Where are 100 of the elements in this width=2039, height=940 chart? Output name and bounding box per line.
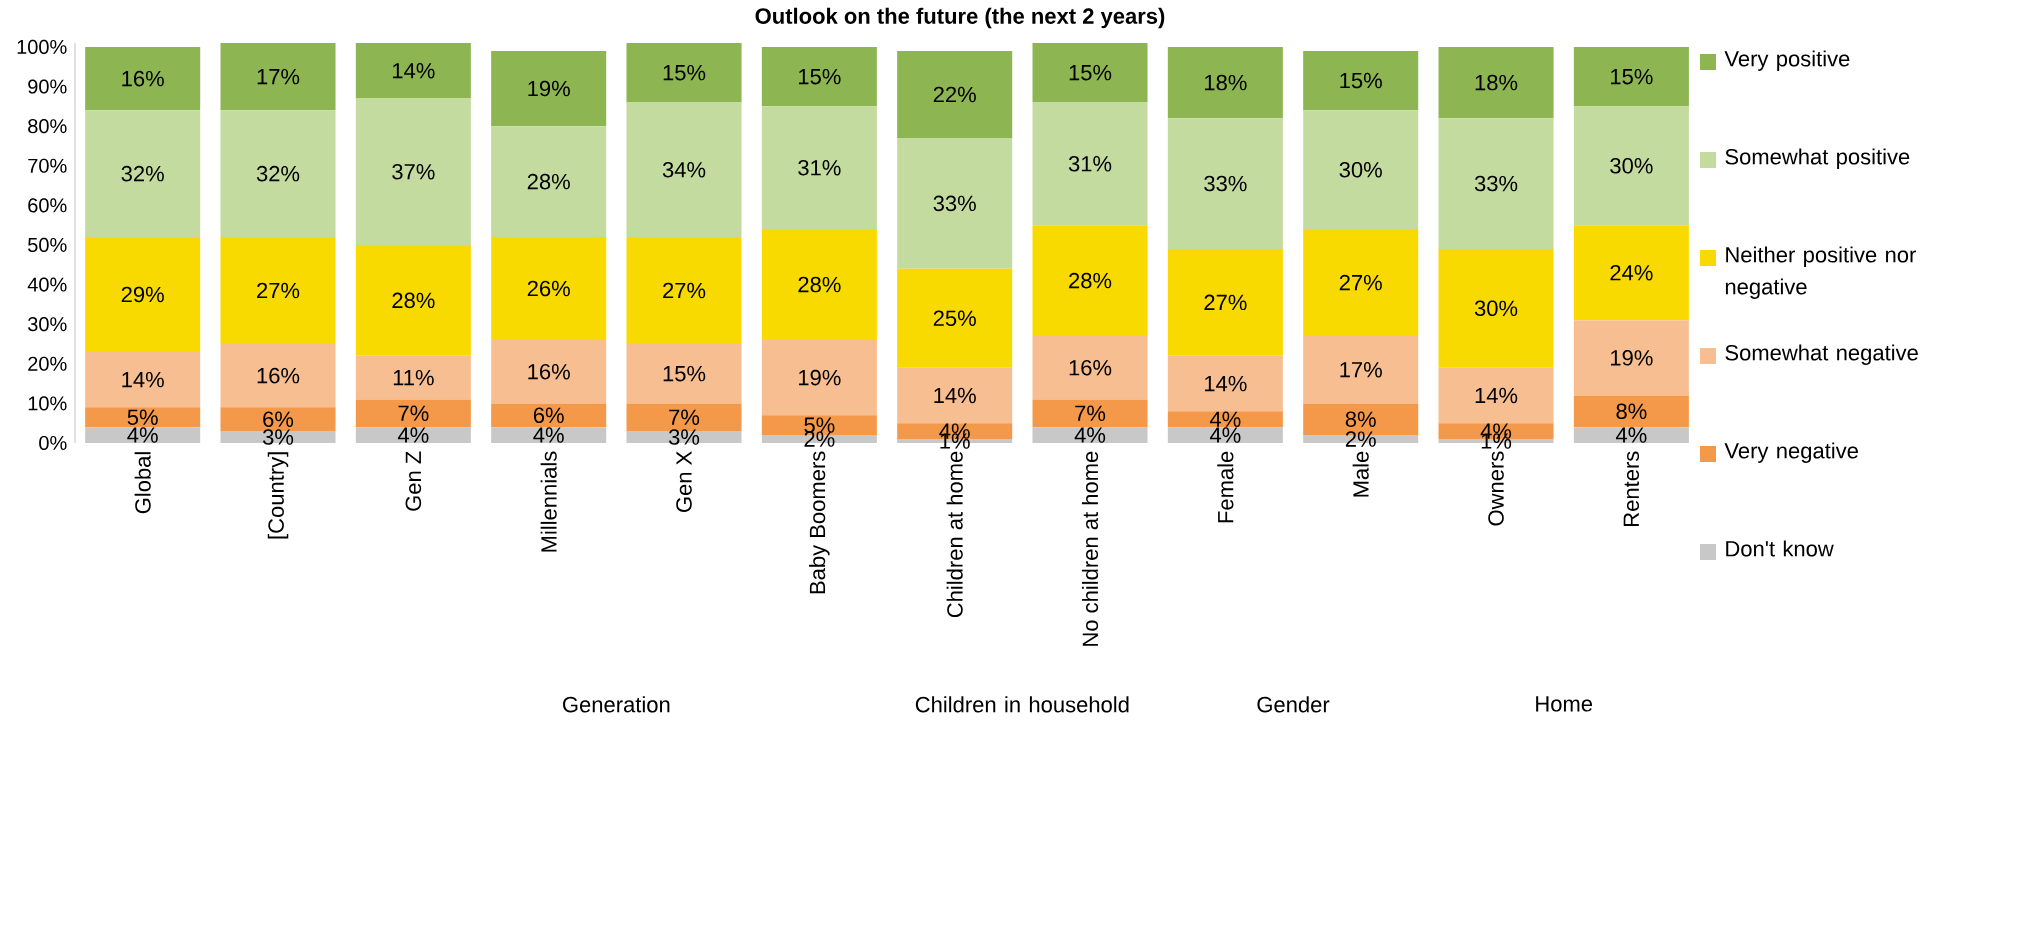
x-tick-label: Male [1352, 451, 1369, 497]
x-tick-label: Renters [1623, 451, 1640, 526]
data-label: 15% [1069, 64, 1112, 81]
bar [1167, 248, 1283, 356]
data-label: 14% [1475, 387, 1518, 404]
data-label: 17% [257, 68, 300, 85]
data-label: 19% [799, 369, 841, 386]
bar [1167, 46, 1283, 119]
data-label: 15% [663, 365, 706, 382]
bar [355, 427, 471, 443]
data-label: 28% [392, 292, 435, 309]
bar [761, 340, 877, 416]
bar [1438, 118, 1554, 249]
text: Generation [563, 696, 670, 713]
data-label: 16% [528, 363, 570, 380]
data-label: 27% [1204, 294, 1247, 311]
y-tick-label: 50% [28, 237, 67, 253]
bar [220, 343, 336, 408]
bar [1573, 395, 1689, 428]
bar [1032, 399, 1148, 428]
bar [1573, 427, 1689, 443]
data-label: 8% [1616, 403, 1647, 420]
data-label: 31% [1068, 155, 1112, 172]
data-label: 31% [798, 159, 841, 176]
data-label: 28% [527, 173, 570, 190]
data-label: 16% [122, 70, 164, 87]
x-tick-label: [Country] [267, 452, 289, 539]
legend-label: Neither positive nor negative [1725, 246, 1916, 299]
data-label: 6% [263, 411, 294, 427]
text: Children in household [915, 696, 1129, 713]
bar [355, 98, 471, 245]
bar [85, 427, 201, 443]
data-label: 30% [1339, 161, 1382, 178]
bar [220, 237, 336, 344]
data-label: 4% [397, 427, 429, 443]
bar [85, 351, 201, 408]
data-label: 7% [1075, 405, 1106, 421]
data-label: 19% [1611, 350, 1653, 366]
bar [220, 110, 336, 238]
data-label: 15% [1611, 68, 1653, 85]
data-label: 18% [1475, 74, 1518, 91]
bar [1438, 367, 1554, 424]
data-label: 15% [799, 68, 841, 85]
chart-title: Outlook on the future (the next 2 years) [755, 7, 1165, 29]
bar [626, 237, 742, 344]
data-label: 14% [1205, 375, 1247, 392]
data-label: 4% [1209, 411, 1241, 427]
data-label: 30% [1474, 300, 1518, 317]
bar [1573, 225, 1689, 321]
bar [1438, 46, 1554, 119]
y-tick-label: 10% [28, 396, 67, 411]
legend-label: Somewhat negative [1725, 344, 1918, 365]
x-tick-label: Female [1217, 451, 1234, 523]
legend-label: Very positive [1724, 50, 1850, 71]
bar [1303, 50, 1419, 111]
data-label: 25% [933, 310, 976, 327]
bar [626, 102, 742, 238]
bar [491, 126, 607, 238]
data-label: 4% [127, 427, 158, 443]
data-label: 33% [1474, 175, 1518, 192]
data-label: 6% [533, 407, 564, 424]
bar [626, 42, 742, 103]
data-label: 4% [1615, 427, 1647, 443]
data-label: 22% [933, 86, 976, 103]
bar [761, 106, 877, 230]
data-label: 32% [256, 165, 300, 182]
bar [1438, 248, 1554, 368]
bar [761, 46, 877, 107]
data-label: 15% [663, 64, 706, 81]
bar [491, 340, 607, 404]
bar [220, 42, 336, 111]
y-tick-label: 100% [17, 39, 67, 54]
data-label: 34% [662, 161, 706, 178]
y-tick-label: 60% [28, 198, 67, 213]
bar [1032, 225, 1148, 337]
y-tick-label: 40% [27, 277, 67, 292]
x-tick-label: Gen X [676, 451, 692, 512]
data-label: 11% [393, 369, 434, 386]
data-label: 27% [663, 282, 706, 299]
data-label: 4% [1209, 427, 1241, 443]
data-label: 7% [398, 405, 429, 421]
data-label: 19% [528, 80, 570, 97]
data-label: 14% [122, 371, 164, 388]
y-tick-label: 90% [28, 79, 67, 94]
bar [1167, 355, 1283, 412]
bar [1303, 229, 1419, 337]
bar [626, 343, 742, 404]
bar [1032, 427, 1148, 443]
data-label: 16% [257, 367, 300, 384]
bar [1573, 46, 1689, 107]
data-label: 30% [1610, 157, 1653, 174]
data-label: 14% [934, 387, 976, 404]
data-label: 3% [668, 429, 700, 445]
x-tick-label: Gen Z [405, 451, 422, 511]
bar [1167, 427, 1283, 443]
bar [626, 431, 742, 443]
bar [85, 110, 201, 238]
bar [355, 244, 471, 356]
bar [355, 42, 471, 99]
bar [761, 229, 877, 341]
